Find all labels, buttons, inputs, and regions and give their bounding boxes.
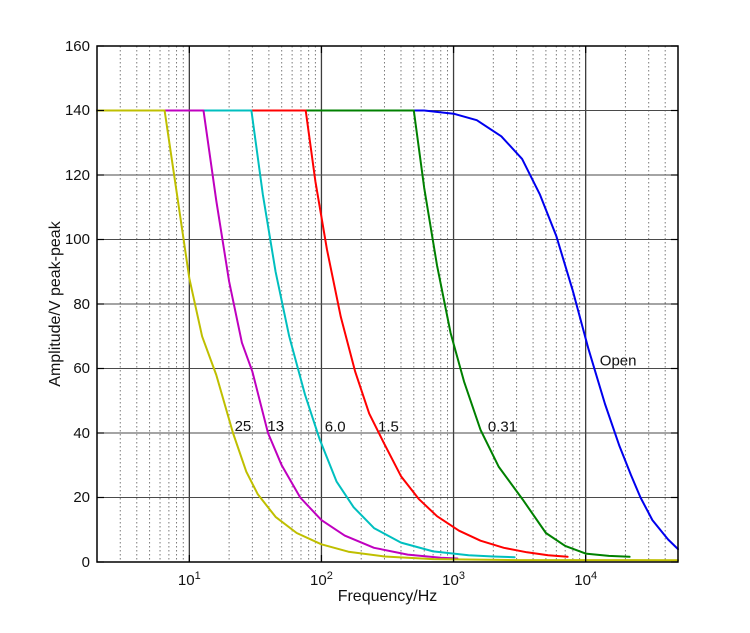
curve-c0_31: [96, 109, 631, 558]
curve-c13: [96, 109, 459, 560]
x-tick-label: 103: [442, 570, 465, 589]
x-tick-label: 101: [177, 570, 201, 589]
curve-label-1_5: 1.5: [378, 419, 399, 436]
curve-label-6_0: 6.0: [325, 419, 346, 436]
curve-label-25: 25: [235, 418, 252, 435]
y-tick-label: 140: [64, 102, 90, 119]
curve-c6_0: [96, 109, 516, 559]
y-tick-label: 80: [73, 295, 90, 313]
curve-c1_5: [96, 109, 569, 558]
x-tick-label: 104: [574, 570, 598, 589]
y-tick-label: 160: [64, 37, 90, 55]
y-tick-label: 20: [73, 489, 90, 506]
y-tick-label: 0: [81, 553, 90, 571]
y-tick-label: 60: [73, 360, 90, 377]
curve-label-0_31: 0.31: [488, 419, 517, 436]
curve-label-Open: Open: [600, 352, 637, 369]
plot-border: [96, 45, 679, 563]
curve-label-13: 13: [267, 418, 284, 435]
x-tick-label: 102: [310, 570, 333, 589]
y-tick-label: 40: [73, 424, 90, 442]
curve-c25: [96, 109, 679, 562]
curve-open: [96, 109, 679, 551]
y-tick-label: 120: [64, 166, 90, 184]
y-tick-label: 100: [64, 231, 90, 248]
x-axis-label: Frequency/Hz: [337, 588, 438, 605]
